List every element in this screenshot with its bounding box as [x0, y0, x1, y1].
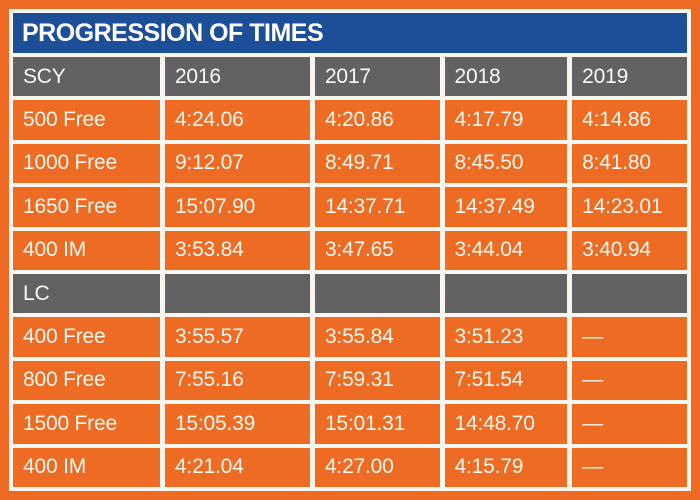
- time-cell: 3:51.23: [444, 317, 568, 357]
- time-cell: 4:20.86: [314, 100, 440, 140]
- time-cell: —: [572, 447, 687, 487]
- time-cell: 4:24.06: [164, 100, 310, 140]
- time-cell: 3:40.94: [572, 230, 687, 270]
- year-header-cell: 2019: [572, 57, 687, 97]
- time-cell: 4:17.79: [444, 100, 568, 140]
- time-cell: —: [572, 404, 687, 444]
- progression-table-panel: PROGRESSION OF TIMES SCY 2016 2017 2018 2019…: [9, 9, 691, 491]
- year-header-cell: 2016: [164, 57, 310, 97]
- event-cell: 1000 Free: [13, 143, 160, 184]
- time-cell: 14:37.71: [314, 187, 440, 227]
- time-cell: —: [572, 317, 687, 357]
- time-cell: 3:44.04: [444, 230, 568, 270]
- event-cell: 400 IM: [13, 447, 160, 487]
- event-cell: 500 Free: [13, 100, 160, 140]
- event-cell: 400 IM: [13, 230, 160, 270]
- section-header-cell: LC: [13, 274, 160, 314]
- time-cell: 8:41.80: [572, 143, 687, 184]
- time-cell: 7:55.16: [164, 360, 310, 401]
- time-cell: 8:45.50: [444, 143, 568, 184]
- time-cell: 9:12.07: [164, 143, 310, 184]
- time-cell: 3:53.84: [164, 230, 310, 270]
- event-cell: 1650 Free: [13, 187, 160, 227]
- time-cell: 4:14.86: [572, 100, 687, 140]
- time-cell: 15:07.90: [164, 187, 310, 227]
- time-cell: 15:01.31: [314, 404, 440, 444]
- event-cell: 400 Free: [13, 317, 160, 357]
- year-header-cell: [164, 274, 310, 314]
- time-cell: 4:27.00: [314, 447, 440, 487]
- time-cell: 14:48.70: [444, 404, 568, 444]
- time-cell: 7:59.31: [314, 360, 440, 401]
- time-cell: 4:15.79: [444, 447, 568, 487]
- time-cell: —: [572, 360, 687, 401]
- time-cell: 4:21.04: [164, 447, 310, 487]
- time-cell: 3:55.84: [314, 317, 440, 357]
- event-cell: 800 Free: [13, 360, 160, 401]
- times-grid: SCY 2016 2017 2018 2019 500 Free 4:24.06 4:20.8…: [13, 57, 687, 487]
- time-cell: 14:37.49: [444, 187, 568, 227]
- time-cell: 8:49.71: [314, 143, 440, 184]
- year-header-cell: 2018: [444, 57, 568, 97]
- section-header-cell: SCY: [13, 57, 160, 97]
- event-cell: 1500 Free: [13, 404, 160, 444]
- time-cell: 3:55.57: [164, 317, 310, 357]
- year-header-cell: 2017: [314, 57, 440, 97]
- year-header-cell: [314, 274, 440, 314]
- table-title: PROGRESSION OF TIMES: [13, 13, 687, 53]
- year-header-cell: [572, 274, 687, 314]
- year-header-cell: [444, 274, 568, 314]
- time-cell: 15:05.39: [164, 404, 310, 444]
- time-cell: 14:23.01: [572, 187, 687, 227]
- time-cell: 7:51.54: [444, 360, 568, 401]
- time-cell: 3:47.65: [314, 230, 440, 270]
